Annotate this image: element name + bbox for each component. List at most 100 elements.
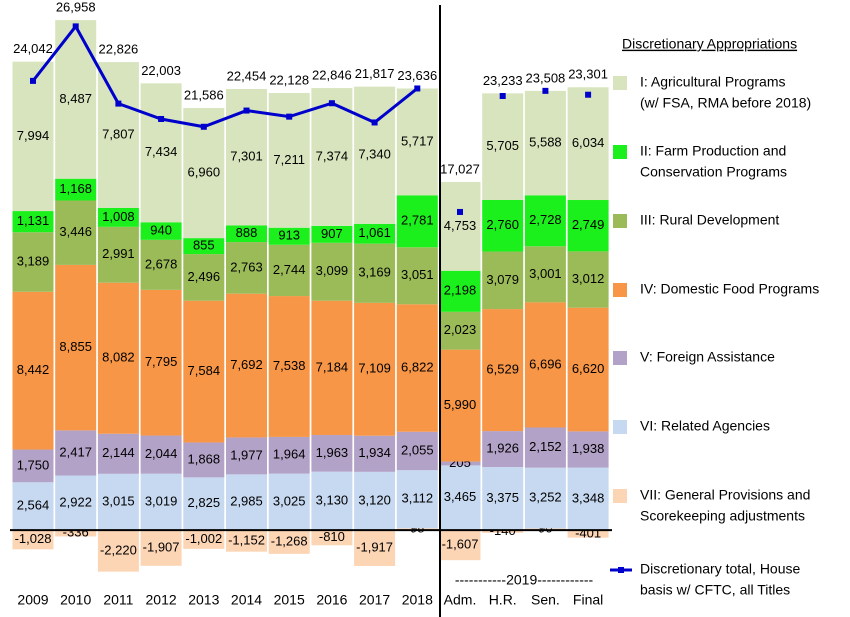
bar-segment (97, 530, 139, 572)
data-label: 1,061 (358, 225, 391, 240)
bar-segment (482, 251, 524, 310)
bar-segment (524, 467, 566, 529)
total-line (31, 23, 419, 129)
bar-segment (268, 436, 310, 474)
bar-segment (567, 431, 609, 468)
bar-segment (226, 242, 267, 294)
total-label: 23,636 (397, 68, 437, 83)
bar-segment (524, 246, 566, 303)
bar-segment (482, 199, 524, 252)
bar-segment (439, 465, 481, 531)
data-label: 940 (150, 222, 172, 237)
bar-segment (183, 238, 225, 255)
data-label: 2,044 (145, 446, 178, 461)
total-label: 24,042 (13, 41, 53, 56)
bar-segment (140, 222, 182, 240)
legend-swatch (613, 283, 627, 297)
data-label: 2,922 (59, 494, 92, 509)
bar-segment (354, 223, 396, 244)
bar-segment (567, 87, 609, 201)
legend-label: IV: Domestic Food Programs (640, 281, 819, 297)
data-label: 8,855 (59, 339, 92, 354)
bar-segment (354, 471, 396, 531)
bar-segment (183, 442, 225, 478)
data-label: 3,001 (529, 266, 562, 281)
total-marker (542, 87, 549, 94)
legend-marker (618, 567, 624, 573)
total-label: 22,846 (312, 68, 352, 83)
data-label: 2,055 (401, 442, 434, 457)
bar-segment (439, 270, 481, 312)
bar-segment (396, 247, 438, 305)
total-marker (200, 123, 207, 130)
bar-segment (12, 211, 54, 233)
bar-segment (396, 304, 438, 432)
data-label: 1,938 (572, 441, 605, 456)
data-label: 6,822 (401, 359, 434, 374)
data-label: -810 (319, 529, 345, 544)
total-marker (72, 23, 79, 30)
data-label: 2,678 (145, 256, 178, 271)
data-label: 6,620 (572, 361, 605, 376)
total-label: 23,508 (526, 70, 566, 85)
bar-segment (183, 254, 225, 301)
data-label: 2,760 (486, 217, 519, 232)
total-marker (414, 85, 421, 92)
data-label: 7,434 (145, 144, 178, 159)
bar-segment (55, 430, 97, 476)
data-label: 6,696 (529, 356, 562, 371)
bar-segment (524, 90, 566, 196)
bar-segment (482, 431, 524, 468)
legend-label: V: Foreign Assistance (640, 349, 775, 365)
bar-segment (567, 307, 609, 432)
bar-segment (12, 530, 54, 550)
bar-segment (354, 302, 396, 436)
total-label: 23,233 (483, 73, 523, 88)
data-label: 2,198 (444, 283, 477, 298)
data-label: 1,964 (273, 447, 306, 462)
data-label: 3,019 (145, 493, 178, 508)
data-label: 3,348 (572, 490, 605, 505)
total-label: 23,301 (568, 67, 608, 82)
data-label: 3,112 (402, 491, 434, 506)
total-marker (243, 107, 250, 114)
total-label: 17,027 (440, 161, 480, 176)
total-label: 22,826 (99, 42, 139, 57)
bar-segment (439, 311, 481, 350)
data-label: 1,926 (486, 441, 519, 456)
data-label: 3,130 (316, 492, 349, 507)
legend-swatch (613, 76, 627, 90)
x-tick-label: 2011 (103, 592, 133, 608)
total-marker (158, 115, 165, 122)
data-label: 2,496 (188, 269, 221, 284)
bar-segment (482, 467, 524, 531)
bar-segment (55, 475, 97, 531)
data-label: 1,008 (102, 209, 135, 224)
bar-segment (524, 427, 566, 468)
total-label: 22,128 (269, 72, 309, 87)
data-label: -1,268 (271, 533, 308, 548)
data-label: 2,728 (529, 212, 562, 227)
data-label: 3,015 (102, 493, 135, 508)
bar-segment (311, 88, 353, 226)
legend-label: VII: General Provisions and (640, 487, 810, 503)
bar-segment (12, 449, 54, 483)
data-label: 2,985 (230, 494, 263, 509)
bar-segment (55, 530, 97, 537)
bar-segment (97, 473, 139, 531)
data-label: 3,189 (17, 253, 50, 268)
bar-segment (12, 291, 54, 450)
data-label: 7,374 (316, 148, 349, 163)
data-label: 6,529 (486, 362, 519, 377)
data-label: 7,538 (273, 358, 306, 373)
data-label: 3,025 (273, 493, 306, 508)
bar-segment (183, 530, 225, 549)
total-label: 21,817 (355, 66, 395, 81)
data-label: 1,963 (316, 445, 349, 460)
data-label: 7,340 (358, 147, 391, 162)
data-label: 2,991 (102, 246, 135, 261)
x-tick-label: 2013 (188, 592, 219, 608)
bar-segment (55, 264, 97, 431)
bar-segment (482, 309, 524, 432)
